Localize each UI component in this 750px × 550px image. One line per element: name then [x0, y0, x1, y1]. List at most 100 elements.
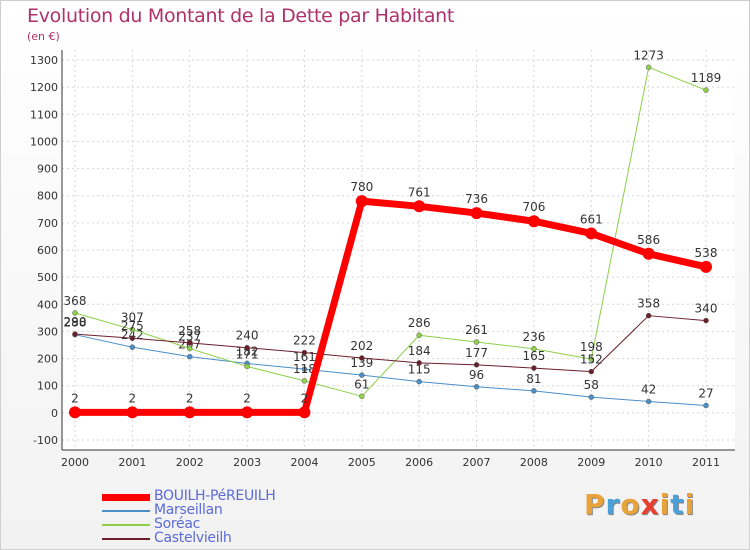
data-label-sor-ac: 61 — [354, 377, 369, 391]
data-point-sor-ac — [703, 87, 709, 93]
data-point-bouilh-p-reuilh — [642, 247, 655, 260]
legend-swatch — [102, 493, 150, 501]
x-tick-label: 2010 — [635, 456, 663, 469]
proxiti-logo: Proxiti — [584, 488, 696, 521]
y-tick-label: -100 — [33, 434, 58, 447]
data-point-marseillan — [129, 344, 136, 350]
y-tick-label: 1000 — [30, 135, 58, 148]
data-point-marseillan — [416, 378, 422, 385]
data-point-bouilh-p-reuilh — [585, 227, 598, 240]
data-label-sor-ac: 118 — [293, 362, 316, 376]
data-point-castelvieilh — [186, 340, 193, 346]
data-label-bouilh-p-reuilh: 661 — [580, 212, 603, 226]
data-label-marseillan: 115 — [408, 363, 431, 377]
data-label-sor-ac: 237 — [178, 330, 201, 344]
data-point-bouilh-p-reuilh — [355, 195, 368, 208]
y-tick-label: 700 — [37, 217, 58, 230]
data-label-sor-ac: 236 — [522, 330, 545, 344]
data-label-sor-ac: 1273 — [633, 48, 664, 62]
data-point-marseillan — [531, 388, 537, 394]
data-label-marseillan: 288 — [64, 316, 87, 330]
data-point-sor-ac — [72, 310, 78, 316]
data-point-sor-ac — [645, 64, 652, 71]
series-line-bouilh-p-reuilh — [75, 197, 707, 416]
data-label-sor-ac: 307 — [121, 311, 144, 325]
x-tick-label: 2009 — [577, 456, 605, 469]
data-label-castelvieilh: 290 — [64, 315, 87, 329]
x-tick-label: 2005 — [348, 456, 376, 469]
chart-unit: (en €) — [27, 30, 60, 43]
data-label-marseillan: 139 — [350, 356, 373, 370]
data-label-sor-ac: 261 — [465, 323, 488, 337]
data-label-bouilh-p-reuilh: 761 — [408, 185, 431, 199]
y-tick-label: 200 — [37, 353, 58, 366]
data-label-sor-ac: 198 — [580, 340, 603, 354]
legend-label: Castelvieilh — [154, 530, 232, 546]
data-label-bouilh-p-reuilh: 2 — [186, 391, 194, 405]
data-point-sor-ac — [301, 378, 308, 384]
data-label-marseillan: 58 — [584, 378, 599, 392]
data-point-bouilh-p-reuilh — [183, 406, 196, 419]
data-label-castelvieilh: 340 — [695, 302, 718, 316]
data-label-castelvieilh: 222 — [293, 334, 316, 348]
data-point-castelvieilh — [129, 335, 136, 341]
data-label-marseillan: 27 — [698, 387, 713, 401]
data-label-castelvieilh: 165 — [522, 349, 545, 363]
legend-label: BOUILH-PéREUILH — [154, 488, 276, 504]
legend-swatch — [102, 524, 150, 526]
data-point-marseillan — [473, 384, 480, 390]
legend-label: Soréac — [154, 516, 200, 532]
data-point-castelvieilh — [588, 368, 595, 375]
x-tick-label: 2006 — [405, 456, 433, 469]
data-label-bouilh-p-reuilh: 2 — [129, 391, 137, 405]
data-point-castelvieilh — [359, 355, 365, 361]
data-point-bouilh-p-reuilh — [241, 406, 254, 419]
data-point-bouilh-p-reuilh — [126, 406, 139, 419]
data-point-sor-ac — [244, 363, 250, 370]
data-label-marseillan: 42 — [641, 382, 656, 396]
data-label-castelvieilh: 202 — [350, 339, 373, 353]
data-point-castelvieilh — [645, 312, 652, 319]
data-label-castelvieilh: 358 — [637, 297, 660, 311]
data-point-bouilh-p-reuilh — [298, 406, 311, 419]
data-point-marseillan — [645, 398, 652, 405]
legend-label: Marseillan — [154, 502, 223, 518]
data-label-bouilh-p-reuilh: 2 — [71, 391, 79, 405]
data-point-castelvieilh — [473, 362, 480, 368]
series-line-sor-ac — [74, 66, 707, 397]
x-tick-label: 2002 — [176, 456, 204, 469]
data-point-bouilh-p-reuilh — [470, 207, 483, 220]
data-label-bouilh-p-reuilh: 586 — [637, 233, 660, 247]
data-point-castelvieilh — [531, 365, 537, 371]
data-point-marseillan — [301, 366, 308, 372]
data-point-bouilh-p-reuilh — [700, 260, 712, 273]
data-point-castelvieilh — [301, 349, 308, 356]
y-tick-label: 800 — [37, 190, 58, 203]
x-tick-label: 2000 — [61, 456, 89, 469]
x-tick-label: 2008 — [520, 456, 548, 469]
data-label-bouilh-p-reuilh: 736 — [465, 192, 488, 206]
series-line-castelvieilh — [74, 315, 707, 373]
data-label-sor-ac: 286 — [408, 316, 431, 330]
y-tick-label: 1300 — [30, 54, 58, 67]
data-point-bouilh-p-reuilh — [413, 200, 426, 213]
y-tick-label: 1100 — [30, 108, 58, 121]
data-point-marseillan — [703, 402, 709, 409]
data-label-castelvieilh: 240 — [236, 329, 259, 343]
data-label-castelvieilh: 184 — [408, 344, 431, 358]
data-label-marseillan: 96 — [469, 368, 484, 382]
data-point-sor-ac — [588, 356, 595, 362]
x-tick-label: 2007 — [463, 456, 491, 469]
chart-title: Evolution du Montant de la Dette par Hab… — [27, 5, 455, 27]
data-point-marseillan — [186, 353, 193, 360]
data-label-castelvieilh: 258 — [178, 324, 201, 338]
x-tick-label: 2003 — [233, 456, 261, 469]
y-tick-label: 1200 — [30, 81, 58, 94]
y-tick-label: 900 — [37, 163, 58, 176]
data-label-castelvieilh: 275 — [121, 319, 144, 333]
data-label-sor-ac: 1189 — [691, 71, 722, 85]
x-tick-label: 2001 — [118, 456, 146, 469]
y-tick-label: 500 — [37, 271, 58, 284]
data-point-castelvieilh — [72, 331, 78, 337]
